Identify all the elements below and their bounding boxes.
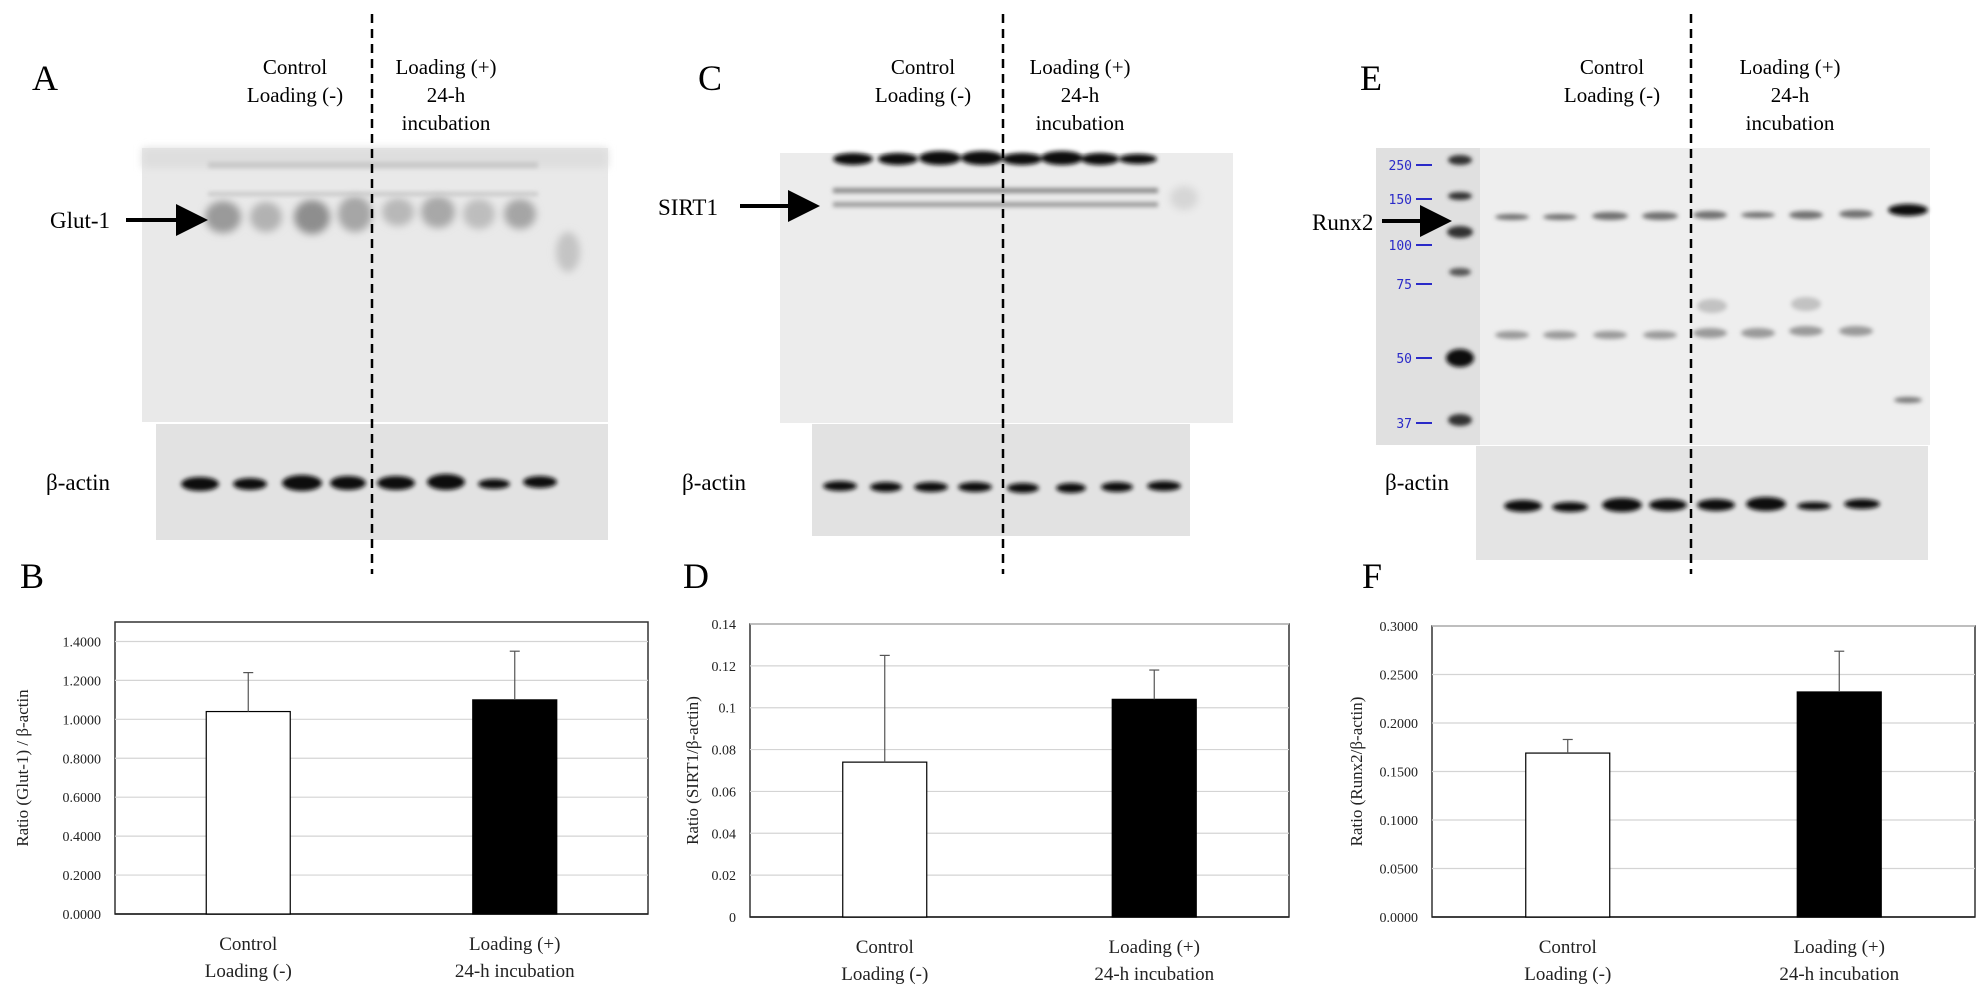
blot-e-actin-label: β-actin [1385,470,1450,495]
category-label: Loading (+) [469,934,560,955]
y-tick-label: 0.1500 [1380,766,1419,781]
blot-c-loading-label-2: 24-h [1061,83,1100,107]
ladder-150: 150 [1389,193,1412,208]
plot-frame [114,621,649,915]
y-axis-label: Ratio (SIRT1/β-actin) [683,696,702,845]
ladder-37: 37 [1396,417,1412,432]
category-label: Loading (-) [1524,964,1611,985]
category-label: 24-h incubation [1779,964,1899,985]
y-tick-label: 0.0000 [1380,911,1419,926]
blot-c-control-label-2: Loading (-) [875,83,971,107]
y-tick-label: 0.4000 [63,830,102,845]
category-label: Loading (-) [205,961,292,982]
ladder-250: 250 [1389,159,1412,174]
bar [1111,698,1197,918]
blot-c-control-label-1: Control [891,55,955,79]
panel-letter-c: C [698,58,722,98]
y-tick-label: 0.6000 [63,791,102,806]
y-tick-label: 0.2500 [1380,669,1419,684]
y-tick-label: 0.12 [712,660,737,675]
y-tick-label: 0.02 [712,869,737,884]
blot-e-actin-membrane [1476,446,1928,560]
ladder-50: 50 [1396,352,1412,367]
ladder-75: 75 [1396,278,1412,293]
blot-a-glut1-membrane [142,148,608,422]
blot-c-loading-label-1: Loading (+) [1029,55,1130,79]
blot-c-target-label: SIRT1 [658,195,718,220]
blot-c-actin-membrane [812,424,1190,536]
y-tick-label: 0.8000 [63,752,102,767]
bar [842,761,928,918]
blot-e-target-label: Runx2 [1312,210,1373,235]
panel-letter-a: A [32,58,58,98]
y-tick-label: 0.1 [719,702,737,717]
bar [1525,752,1611,918]
y-tick-label: 0.0500 [1380,863,1419,878]
blot-e-control-label-1: Control [1580,55,1644,79]
panel-letter-e: E [1360,58,1382,98]
category-label: 24-h incubation [455,961,575,982]
y-tick-label: 0.1000 [1380,814,1419,829]
category-label: Control [1539,937,1597,958]
y-tick-label: 0.06 [712,785,737,800]
blot-a-actin-membrane [156,424,608,540]
y-tick-label: 0.14 [712,618,737,633]
y-tick-label: 1.2000 [63,674,102,689]
y-tick-label: 1.4000 [63,635,102,650]
blot-a-loading-label-1: Loading (+) [395,55,496,79]
blot-c-sirt1-membrane [780,151,1233,423]
blot-a-loading-label-2: 24-h [427,83,466,107]
y-axis-label: Ratio (Glut-1) / β-actin [13,689,32,847]
category-label: Loading (-) [841,964,928,985]
blot-e-loading-label-3: incubation [1746,111,1835,135]
y-tick-label: 0 [729,911,736,926]
blot-c-loading-label-3: incubation [1036,111,1125,135]
category-label: Control [856,937,914,958]
y-tick-label: 0.3000 [1380,620,1419,635]
panel-letter-b: B [20,556,44,596]
y-tick-label: 0.2000 [63,869,102,884]
chart-f: 0.0000 0.0500 0.1000 0.1500 0.2000 0.2500 0.30… [1347,620,1976,985]
ladder-markers: 250 150 100 75 50 37 [1389,159,1432,432]
chart-d: 0 0.02 0.04 0.06 0.08 0.1 0.12 0.14 Control Loadi… [683,618,1290,985]
blot-a-control-label-1: Control [263,55,327,79]
plot-frame [749,623,1290,918]
blot-a-control-label-2: Loading (-) [247,83,343,107]
ladder-100: 100 [1389,239,1412,254]
panel-letter-f: F [1362,556,1382,596]
category-label: Loading (+) [1794,937,1885,958]
y-tick-label: 0.2000 [1380,717,1419,732]
y-tick-label: 0.08 [712,744,737,759]
y-axis-label: Ratio (Runx2/β-actin) [1347,697,1366,847]
blot-e-runx2-membrane [1376,148,1930,445]
panel-letter-d: D [683,556,709,596]
bar [472,699,558,915]
bar [205,710,291,915]
category-label: 24-h incubation [1094,964,1214,985]
category-label: Control [219,934,277,955]
blot-e-loading-label-1: Loading (+) [1739,55,1840,79]
blot-c-actin-label: β-actin [682,470,747,495]
blot-e-control-label-2: Loading (-) [1564,83,1660,107]
y-tick-label: 1.0000 [63,713,102,728]
blot-a-actin-label: β-actin [46,470,111,495]
chart-b: 0.0000 0.2000 0.4000 0.6000 0.8000 1.0000 1.20… [13,621,649,982]
blot-a-target-label: Glut-1 [50,208,110,233]
blot-a-loading-label-3: incubation [402,111,491,135]
y-tick-label: 0.04 [712,827,737,842]
category-label: Loading (+) [1109,937,1200,958]
bar [1796,691,1882,918]
y-tick-label: 0.0000 [63,908,102,923]
blot-e-loading-label-2: 24-h [1771,83,1810,107]
